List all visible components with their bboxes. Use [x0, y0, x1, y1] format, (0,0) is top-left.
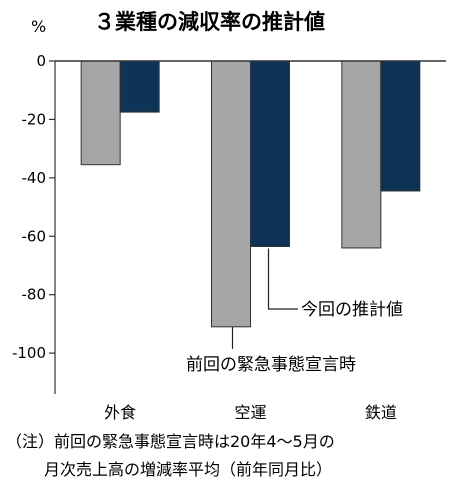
legend-label-current: 今回の推計値 — [301, 300, 403, 320]
y-tick-label: -100 — [12, 344, 46, 362]
current-series-leader — [267, 248, 298, 310]
chart-title: ３業種の減収率の推計値 — [94, 10, 325, 34]
y-tick-label: -20 — [22, 110, 47, 128]
bar-previous — [80, 60, 121, 166]
bar-previous — [211, 60, 251, 328]
category-label: 外食 — [104, 403, 136, 422]
y-tick-label: 0 — [36, 52, 46, 70]
category-label: 空運 — [234, 403, 266, 422]
bar-previous — [341, 60, 382, 249]
bar-current — [250, 60, 290, 247]
category-label: 鉄道 — [365, 403, 397, 422]
bar-current — [119, 60, 160, 113]
y-unit-label: % — [31, 17, 46, 36]
legend-label-previous: 前回の緊急事態宣言時 — [186, 355, 356, 375]
y-tick-label: -40 — [22, 169, 47, 187]
bar-current — [380, 60, 421, 192]
footnote-line-2: 月次売上高の増減率平均（前年同月比） — [44, 460, 332, 479]
footnote-line-1: （注）前回の緊急事態宣言時は20年4～5月の — [6, 432, 335, 451]
y-tick-label: -80 — [22, 286, 47, 304]
y-tick-label: -60 — [22, 227, 47, 245]
